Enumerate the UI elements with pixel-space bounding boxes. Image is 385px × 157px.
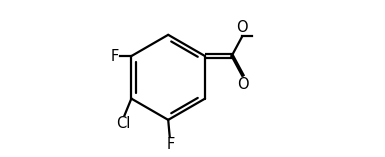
Text: O: O <box>237 77 249 92</box>
Text: F: F <box>110 49 119 64</box>
Text: O: O <box>236 20 248 35</box>
Text: F: F <box>166 137 174 152</box>
Text: Cl: Cl <box>117 116 131 131</box>
